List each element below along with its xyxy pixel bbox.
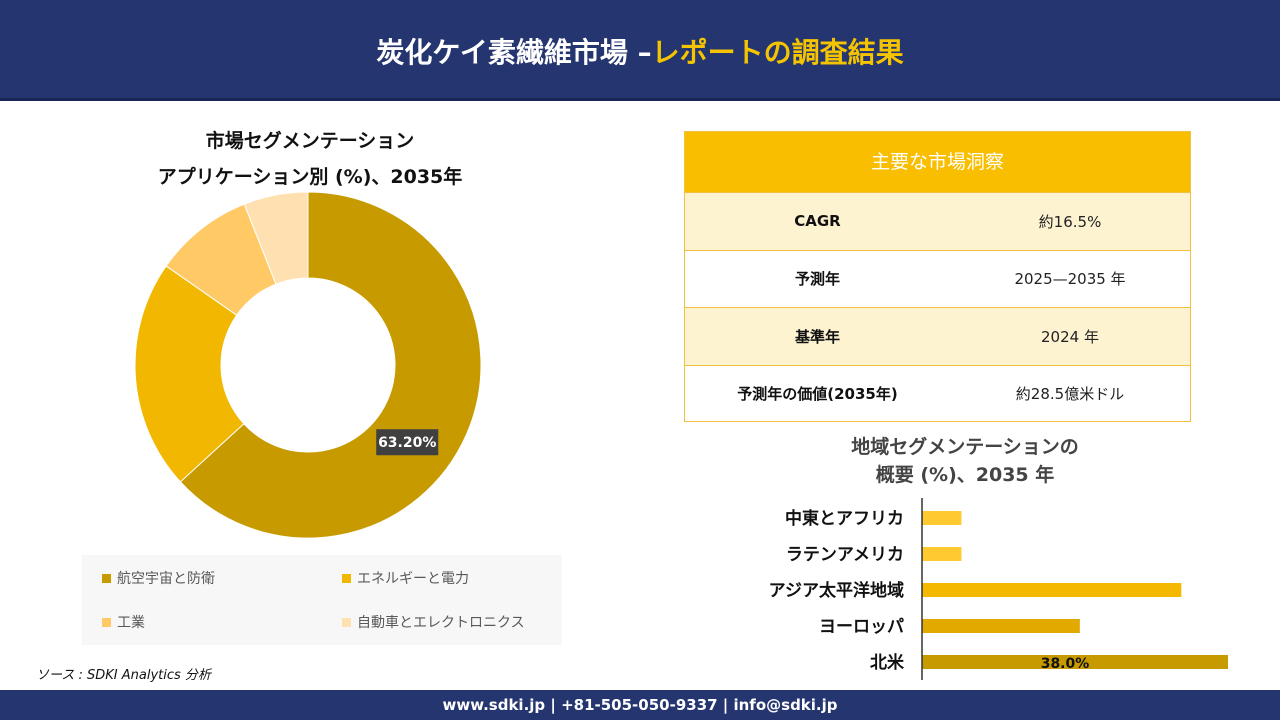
donut-legend: 航空宇宙と防衛 エネルギーと電力 工業 自動車とエレクトロニクス: [82, 555, 562, 645]
donut-slice-1: [134, 265, 245, 483]
bar-2: [922, 583, 1182, 597]
region-chart-title-line2: 概要 (%)、2035 年: [875, 464, 1055, 486]
data-label-box: [376, 429, 439, 456]
insights-value: 約16.5%: [1038, 212, 1102, 231]
bar-4: [922, 655, 1228, 669]
bar-category-label: ヨーロッパ: [819, 617, 904, 637]
bar-category-label: ラテンアメリカ: [786, 545, 904, 565]
insights-key: 予測年: [794, 270, 840, 289]
donut-chart-title-line2: アプリケーション別 (%)、2035年: [157, 166, 463, 188]
insights-value: 約28.5億米ドル: [1015, 385, 1125, 404]
bar-3: [922, 619, 1080, 633]
donut-slice-3: [243, 191, 309, 285]
legend-swatch: [342, 573, 351, 583]
page-title: 炭化ケイ素繊維市場 –レポートの調査結果: [0, 31, 1280, 71]
insights-row-base-year: 基準年 2024 年: [685, 307, 1190, 365]
insights-value: 2024 年: [1041, 327, 1099, 346]
legend-label: エネルギーと電力: [357, 571, 469, 587]
report-header: 炭化ケイ素繊維市場 –レポートの調査結果: [0, 0, 1280, 101]
insights-key: CAGR: [794, 212, 841, 231]
legend-label: 自動車とエレクトロニクス: [357, 615, 525, 631]
bar-data-label: 38.0%: [1041, 656, 1090, 672]
insights-row-forecast-period: 予測年 2025—2035 年: [685, 249, 1190, 308]
key-insights-table: 主要な市場洞察 CAGR 約16.5% 予測年 2025—2035 年 基準年 …: [684, 131, 1191, 422]
insights-row-forecast-value: 予測年の価値(2035年) 約28.5億米ドル: [685, 364, 1190, 423]
legend-swatch: [102, 617, 111, 627]
legend-item-automotive: 自動車とエレクトロニクス: [342, 612, 525, 632]
key-insights-title: 主要な市場洞察: [685, 132, 1190, 192]
source-note: ソース : SDKI Analytics 分析: [36, 668, 211, 683]
bar-category-label: 中東とアフリカ: [785, 508, 904, 529]
bar-category-label: アジア太平洋地域: [769, 580, 904, 601]
page-title-main: 炭化ケイ素繊維市場 –: [376, 36, 652, 69]
donut-data-label: 63.20%: [378, 435, 436, 451]
region-chart-title-line1: 地域セグメンテーションの: [851, 436, 1079, 458]
legend-swatch: [102, 573, 111, 583]
application-donut-chart: 63.20%: [134, 191, 482, 539]
insights-value: 2025—2035 年: [1014, 270, 1126, 289]
contact-footer: www.sdki.jp | +81-505-050-9337 | info@sd…: [0, 690, 1280, 720]
legend-label: 工業: [117, 615, 145, 631]
legend-item-industry: 工業: [102, 612, 145, 632]
bar-category-label: 北米: [870, 652, 905, 673]
legend-item-energy: エネルギーと電力: [342, 568, 469, 588]
insights-key: 基準年: [794, 327, 840, 346]
bar-1: [922, 547, 962, 561]
legend-item-aerospace: 航空宇宙と防衛: [102, 568, 215, 588]
insights-row-cagr: CAGR 約16.5%: [685, 192, 1190, 250]
bar-0: [922, 511, 962, 525]
legend-swatch: [342, 617, 351, 627]
insights-key: 予測年の価値(2035年): [737, 385, 898, 404]
page-title-highlight: レポートの調査結果: [651, 36, 904, 69]
legend-label: 航空宇宙と防衛: [117, 571, 215, 587]
donut-chart-title-line1: 市場セグメンテーション: [205, 130, 415, 152]
